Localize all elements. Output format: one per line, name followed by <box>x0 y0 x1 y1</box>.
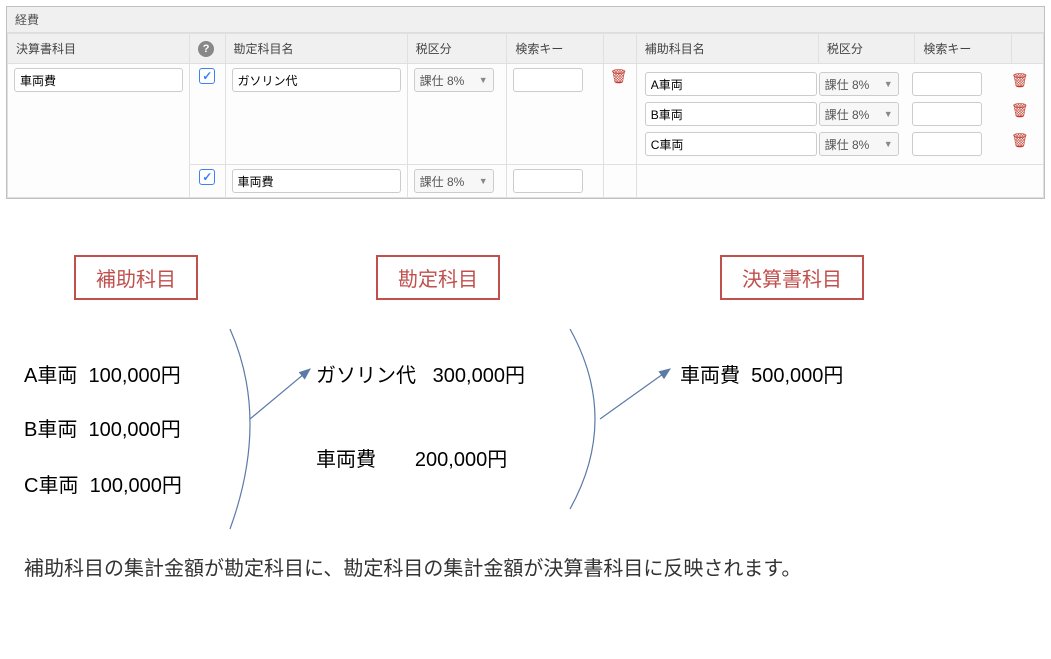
search-key-input[interactable] <box>912 102 982 126</box>
zei-select[interactable]: 課仕 8% ▼ <box>819 102 899 126</box>
header-del1 <box>603 34 636 64</box>
header-kessansho: 決算書科目 <box>8 34 190 64</box>
kessansho-input[interactable] <box>14 68 183 92</box>
trash-icon[interactable]: 🗑 <box>1011 132 1029 148</box>
hojo-amount: 100,000円 <box>88 419 180 441</box>
row-checkbox[interactable]: ✓ <box>199 169 215 185</box>
hojo-amount: 100,000円 <box>90 475 182 497</box>
kessansho-name: 車両費 <box>680 365 740 387</box>
table-row: ✓ 課仕 8% ▼ 🗑 <box>8 64 1044 165</box>
header-kanjo: 勘定科目名 <box>225 34 407 64</box>
label-hojo: 補助科目 <box>74 255 198 300</box>
hojo-row: 課仕 8% ▼ 🗑 <box>645 130 1035 158</box>
trash-icon[interactable]: 🗑 <box>1011 72 1029 88</box>
hojo-name: B車両 <box>24 419 77 441</box>
kanjo-item: 車両費 200,000円 <box>316 443 507 472</box>
hojo-name: A車両 <box>24 365 77 387</box>
header-help: ? <box>190 34 225 64</box>
hojo-amount: 100,000円 <box>88 365 180 387</box>
zei-select[interactable]: 課仕 8% ▼ <box>414 169 494 193</box>
zei-select[interactable]: 課仕 8% ▼ <box>414 68 494 92</box>
chevron-down-icon: ▼ <box>479 75 488 85</box>
hojo-row: 課仕 8% ▼ 🗑 <box>645 70 1035 98</box>
zei-value: 課仕 8% <box>825 136 870 153</box>
kanjo-name-input[interactable] <box>232 169 401 193</box>
trash-icon[interactable]: 🗑 <box>610 68 628 84</box>
hojo-name-input[interactable] <box>645 72 817 96</box>
header-search1: 検索キー <box>507 34 603 64</box>
chevron-down-icon: ▼ <box>479 176 488 186</box>
panel-title: 経費 <box>7 7 1044 33</box>
kanjo-name-input[interactable] <box>232 68 401 92</box>
hojo-item: B車両 100,000円 <box>24 413 181 442</box>
kanjo-name: 車両費 <box>316 449 376 471</box>
hojo-row: 課仕 8% ▼ 🗑 <box>645 100 1035 128</box>
hojo-name-input[interactable] <box>645 132 817 156</box>
help-icon[interactable]: ? <box>198 41 214 57</box>
hojo-name-input[interactable] <box>645 102 817 126</box>
search-key-input[interactable] <box>912 132 982 156</box>
zei-select[interactable]: 課仕 8% ▼ <box>819 72 899 96</box>
expense-panel: 経費 決算書科目 ? 勘定科目名 税区分 検索キー 補助科目名 税区分 検索キー <box>6 6 1045 199</box>
hojo-item: C車両 100,000円 <box>24 469 182 498</box>
kanjo-amount: 200,000円 <box>415 449 507 471</box>
zei-select[interactable]: 課仕 8% ▼ <box>819 132 899 156</box>
zei-value: 課仕 8% <box>825 106 870 123</box>
row-checkbox[interactable]: ✓ <box>199 68 215 84</box>
header-zei1: 税区分 <box>407 34 507 64</box>
kanjo-amount: 300,000円 <box>433 365 525 387</box>
search-key-input[interactable] <box>513 169 583 193</box>
trash-icon[interactable]: 🗑 <box>1011 102 1029 118</box>
chevron-down-icon: ▼ <box>884 79 893 89</box>
kessansho-item: 車両費 500,000円 <box>680 359 843 388</box>
search-key-input[interactable] <box>912 72 982 96</box>
header-hojo: 補助科目名 <box>636 34 818 64</box>
label-kanjo: 勘定科目 <box>376 255 500 300</box>
account-table: 決算書科目 ? 勘定科目名 税区分 検索キー 補助科目名 税区分 検索キー ✓ <box>7 33 1044 198</box>
diagram-note: 補助科目の集計金額が勘定科目に、勘定科目の集計金額が決算書科目に反映されます。 <box>24 552 801 581</box>
chevron-down-icon: ▼ <box>884 139 893 149</box>
header-search2: 検索キー <box>915 34 1011 64</box>
zei-value: 課仕 8% <box>825 76 870 93</box>
search-key-input[interactable] <box>513 68 583 92</box>
hojo-name: C車両 <box>24 475 78 497</box>
chevron-down-icon: ▼ <box>884 109 893 119</box>
hojo-item: A車両 100,000円 <box>24 359 181 388</box>
zei-value: 課仕 8% <box>420 72 465 89</box>
label-kessansho: 決算書科目 <box>720 255 864 300</box>
kanjo-name: ガソリン代 <box>316 365 416 387</box>
header-del2 <box>1011 34 1043 64</box>
kessansho-amount: 500,000円 <box>751 365 843 387</box>
aggregation-diagram: 補助科目 勘定科目 決算書科目 A車両 100,000円 B車両 100,000… <box>0 229 1051 589</box>
header-row: 決算書科目 ? 勘定科目名 税区分 検索キー 補助科目名 税区分 検索キー <box>8 34 1044 64</box>
kanjo-item: ガソリン代 300,000円 <box>316 359 525 388</box>
zei-value: 課仕 8% <box>420 173 465 190</box>
header-zei2: 税区分 <box>818 34 914 64</box>
